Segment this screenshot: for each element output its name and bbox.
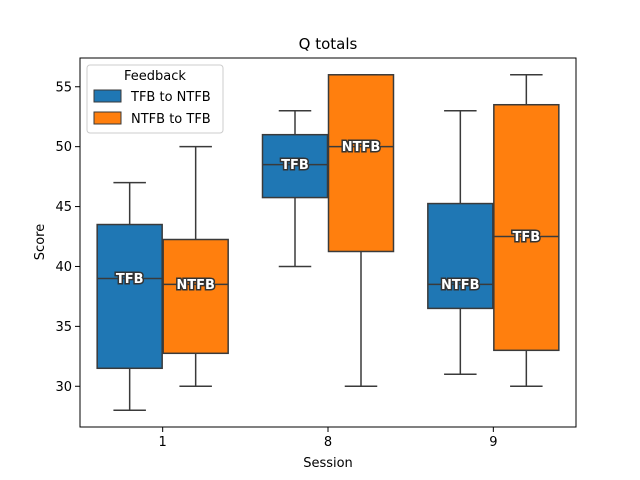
y-tick-label: 35 [55,320,72,335]
iqr-box [427,202,494,310]
x-axis-label: Session [303,456,353,471]
plot-area: TFB TFB NTFB NTFB NTFB TFB [96,74,560,411]
box-ntfb-to-tfb-session-1: NTFB [162,145,229,388]
box-tfb-to-ntfb-session-9: NTFB [427,109,494,376]
y-axis: 30 35 40 45 50 55 [55,80,80,395]
y-tick-label: 45 [55,200,72,215]
x-tick-label: 1 [159,435,167,450]
y-tick-label: 30 [55,380,72,395]
y-tick-label: 50 [55,140,72,155]
box-annotation: NTFB [176,278,215,293]
x-tick-label: 8 [324,435,332,450]
box-annotation: NTFB [342,140,381,155]
y-tick-label: 40 [55,260,72,275]
box-tfb-to-ntfb-session-1: TFB [96,181,163,411]
x-tick-label: 9 [489,435,497,450]
legend-swatch-tfb-to-ntfb [93,89,122,103]
legend-entry-ntfb-to-tfb: NTFB to TFB [131,112,211,127]
box-annotation: TFB [116,272,144,287]
box-annotation: TFB [281,158,309,173]
box-annotation: TFB [512,230,540,245]
legend-entry-tfb-to-ntfb: TFB to NTFB [130,90,211,105]
box-tfb-to-ntfb-session-8: TFB [261,109,329,268]
box-ntfb-to-tfb-session-8: NTFB [327,74,395,388]
y-axis-label: Score [33,224,48,260]
legend: Feedback TFB to NTFB NTFB to TFB [86,64,224,134]
chart-title: Q totals [299,35,358,53]
iqr-box [162,238,229,355]
iqr-box [261,133,329,199]
box-annotation: NTFB [441,278,480,293]
legend-title: Feedback [124,69,186,84]
box-ntfb-to-tfb-session-9: TFB [493,74,560,388]
iqr-box [96,223,163,370]
iqr-box [493,103,560,352]
legend-swatch-ntfb-to-tfb [93,111,122,125]
x-axis: 1 8 9 [159,427,497,450]
iqr-box [327,74,395,253]
y-tick-label: 55 [55,80,72,95]
